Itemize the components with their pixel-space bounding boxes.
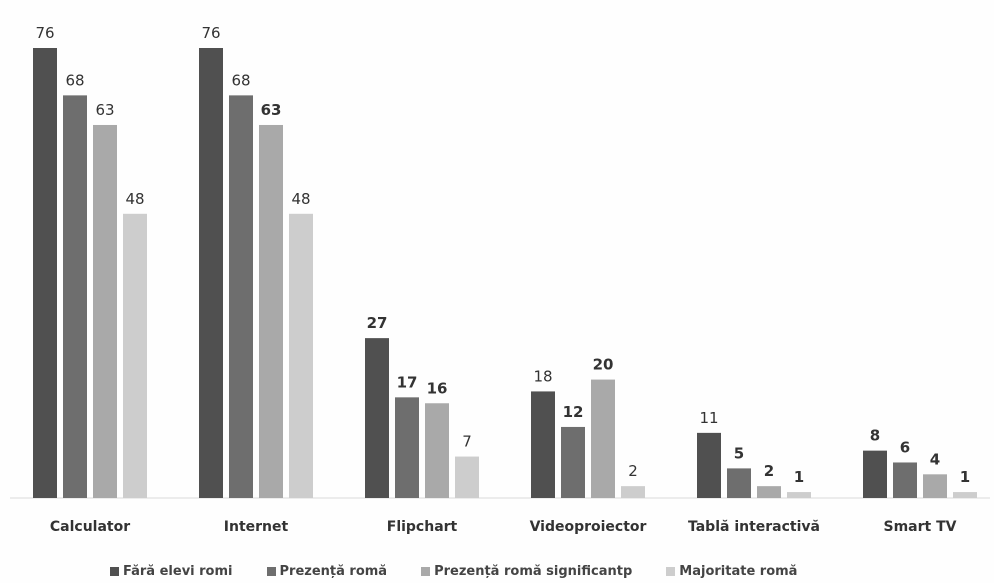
data-label: 5 [734,444,744,462]
data-label: 48 [125,190,144,208]
category-label: Calculator [50,519,130,535]
bar [123,213,147,498]
data-label: 76 [35,24,54,42]
bar [697,432,721,498]
legend-label: Majoritate romă [679,563,798,579]
bar [93,124,117,498]
data-label: 68 [231,71,250,89]
legend-item: Prezență romă [266,563,388,579]
bar [727,468,751,498]
legend-item: Fără elevi romi [110,564,233,579]
data-label: 11 [699,409,718,427]
data-label: 2 [764,462,774,480]
data-label: 27 [367,314,388,332]
data-label: 6 [900,438,910,456]
bar [893,462,917,498]
category-label: Tablă interactivă [688,519,820,535]
data-label: 48 [291,190,310,208]
bar [757,486,781,498]
bar [923,474,947,498]
bar [229,95,253,499]
data-label: 76 [201,24,220,42]
legend-label: Prezență romă significantp [434,563,633,579]
data-label: 17 [397,373,418,391]
data-label: 18 [533,367,552,385]
data-label: 12 [563,403,584,421]
legend-item: Prezență romă significantp [421,564,632,579]
category-label: Internet [224,519,289,535]
bar [425,403,449,498]
bar [863,450,887,498]
legend-swatch [110,566,119,576]
legend-label: Fără elevi romi [123,563,233,579]
bar [199,48,223,498]
data-label: 1 [794,468,804,486]
bar [787,492,811,498]
category-label: Smart TV [884,519,957,535]
bar [455,456,479,498]
legend: Fără elevi romi Prezență romă Prezență r… [110,560,930,582]
bar [33,48,57,498]
data-label: 2 [628,462,638,480]
legend-swatch [666,566,676,576]
legend-label: Prezență romă [279,563,388,579]
bar [289,213,313,498]
bar [259,124,283,498]
data-label: 8 [870,427,880,445]
data-label: 68 [65,71,84,89]
data-label: 16 [427,379,448,397]
data-label: 7 [462,433,472,451]
legend-swatch [266,566,276,576]
bar [621,486,645,498]
category-label: Videoproiector [530,519,647,535]
data-label: 63 [261,101,282,119]
bars-layer [33,48,977,499]
legend-item: Majoritate romă [666,564,797,579]
bar [561,426,585,498]
legend-swatch [421,566,431,576]
data-label: 63 [95,101,114,119]
bar [395,397,419,498]
bar [365,338,389,498]
category-labels-layer: Calculator Internet Flipchart Videoproiecto… [50,519,957,535]
bar [531,391,555,498]
data-label: 1 [960,468,970,486]
bar [953,492,977,498]
bar [63,95,87,499]
data-label: 20 [593,356,614,374]
category-label: Flipchart [387,519,458,535]
data-label: 4 [930,450,940,468]
bar [591,379,615,498]
